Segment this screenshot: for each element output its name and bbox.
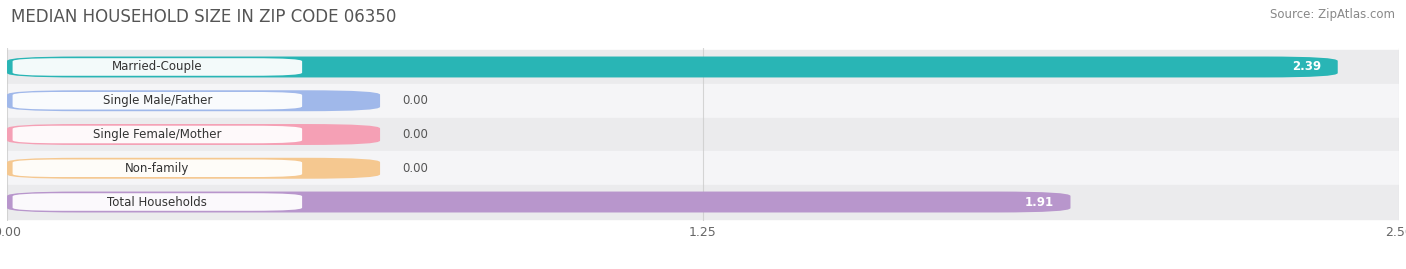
- Text: 2.39: 2.39: [1292, 61, 1322, 73]
- Bar: [7, 151, 1399, 185]
- Text: 0.00: 0.00: [402, 162, 429, 175]
- Bar: [7, 185, 1399, 219]
- FancyBboxPatch shape: [13, 160, 302, 177]
- FancyBboxPatch shape: [7, 124, 380, 145]
- FancyBboxPatch shape: [7, 158, 380, 179]
- Text: 1.91: 1.91: [1025, 196, 1053, 208]
- FancyBboxPatch shape: [7, 90, 380, 111]
- Text: Married-Couple: Married-Couple: [112, 61, 202, 73]
- Text: Total Households: Total Households: [107, 196, 207, 208]
- Bar: [7, 50, 1399, 84]
- Bar: [7, 118, 1399, 151]
- FancyBboxPatch shape: [13, 126, 302, 143]
- Text: MEDIAN HOUSEHOLD SIZE IN ZIP CODE 06350: MEDIAN HOUSEHOLD SIZE IN ZIP CODE 06350: [11, 8, 396, 26]
- Bar: [7, 84, 1399, 118]
- FancyBboxPatch shape: [13, 92, 302, 109]
- Text: Source: ZipAtlas.com: Source: ZipAtlas.com: [1270, 8, 1395, 21]
- Text: Single Female/Mother: Single Female/Mother: [93, 128, 222, 141]
- FancyBboxPatch shape: [7, 56, 1337, 77]
- Text: 0.00: 0.00: [402, 128, 429, 141]
- FancyBboxPatch shape: [7, 192, 1070, 213]
- Text: Non-family: Non-family: [125, 162, 190, 175]
- Text: 0.00: 0.00: [402, 94, 429, 107]
- FancyBboxPatch shape: [13, 58, 302, 76]
- Text: Single Male/Father: Single Male/Father: [103, 94, 212, 107]
- FancyBboxPatch shape: [13, 193, 302, 211]
